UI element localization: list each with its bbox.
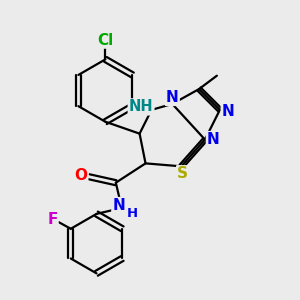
- Text: N: N: [112, 198, 125, 213]
- Text: N: N: [166, 90, 179, 105]
- Text: N: N: [207, 132, 220, 147]
- Text: N: N: [222, 104, 235, 119]
- Text: H: H: [127, 207, 138, 220]
- Text: O: O: [74, 168, 87, 183]
- Text: F: F: [47, 212, 58, 227]
- Text: S: S: [177, 166, 188, 181]
- Text: Cl: Cl: [97, 32, 113, 47]
- Text: NH: NH: [129, 99, 153, 114]
